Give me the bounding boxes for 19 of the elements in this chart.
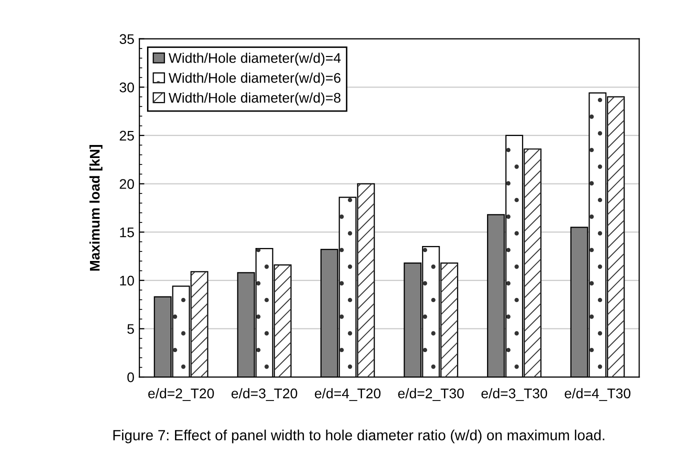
x-tick-label: e/d=2_T20: [148, 388, 214, 401]
y-tick-label: 0: [127, 372, 134, 382]
y-tick-label: 10: [120, 276, 134, 286]
x-tick-label: e/d=3_T30: [481, 388, 548, 401]
legend-label: Width/Hole diameter(w/d)=4: [168, 52, 341, 66]
x-tick-label: e/d=4_T30: [564, 388, 630, 401]
x-tick-label: e/d=3_T20: [232, 388, 298, 401]
y-axis-title: Maximum load [kN]: [89, 145, 102, 271]
y-tick-label: 25: [120, 130, 134, 141]
legend-label: Width/Hole diameter(w/d)=8: [168, 92, 340, 106]
legend-label: Width/Hole diameter(w/d)=6: [168, 72, 340, 86]
y-tick-label: 5: [127, 324, 134, 334]
x-tick-label: e/d=4_T20: [314, 388, 381, 401]
caption: Figure 7: Effect of panel width to hole diameter ratio (w/d) on maximum load.: [113, 430, 604, 444]
y-tick-label: 20: [120, 179, 134, 189]
y-tick-label: 30: [120, 82, 134, 92]
y-tick-label: 35: [120, 34, 134, 44]
x-tick-label: e/d=2_T30: [398, 388, 464, 401]
y-tick-label: 15: [120, 228, 134, 238]
